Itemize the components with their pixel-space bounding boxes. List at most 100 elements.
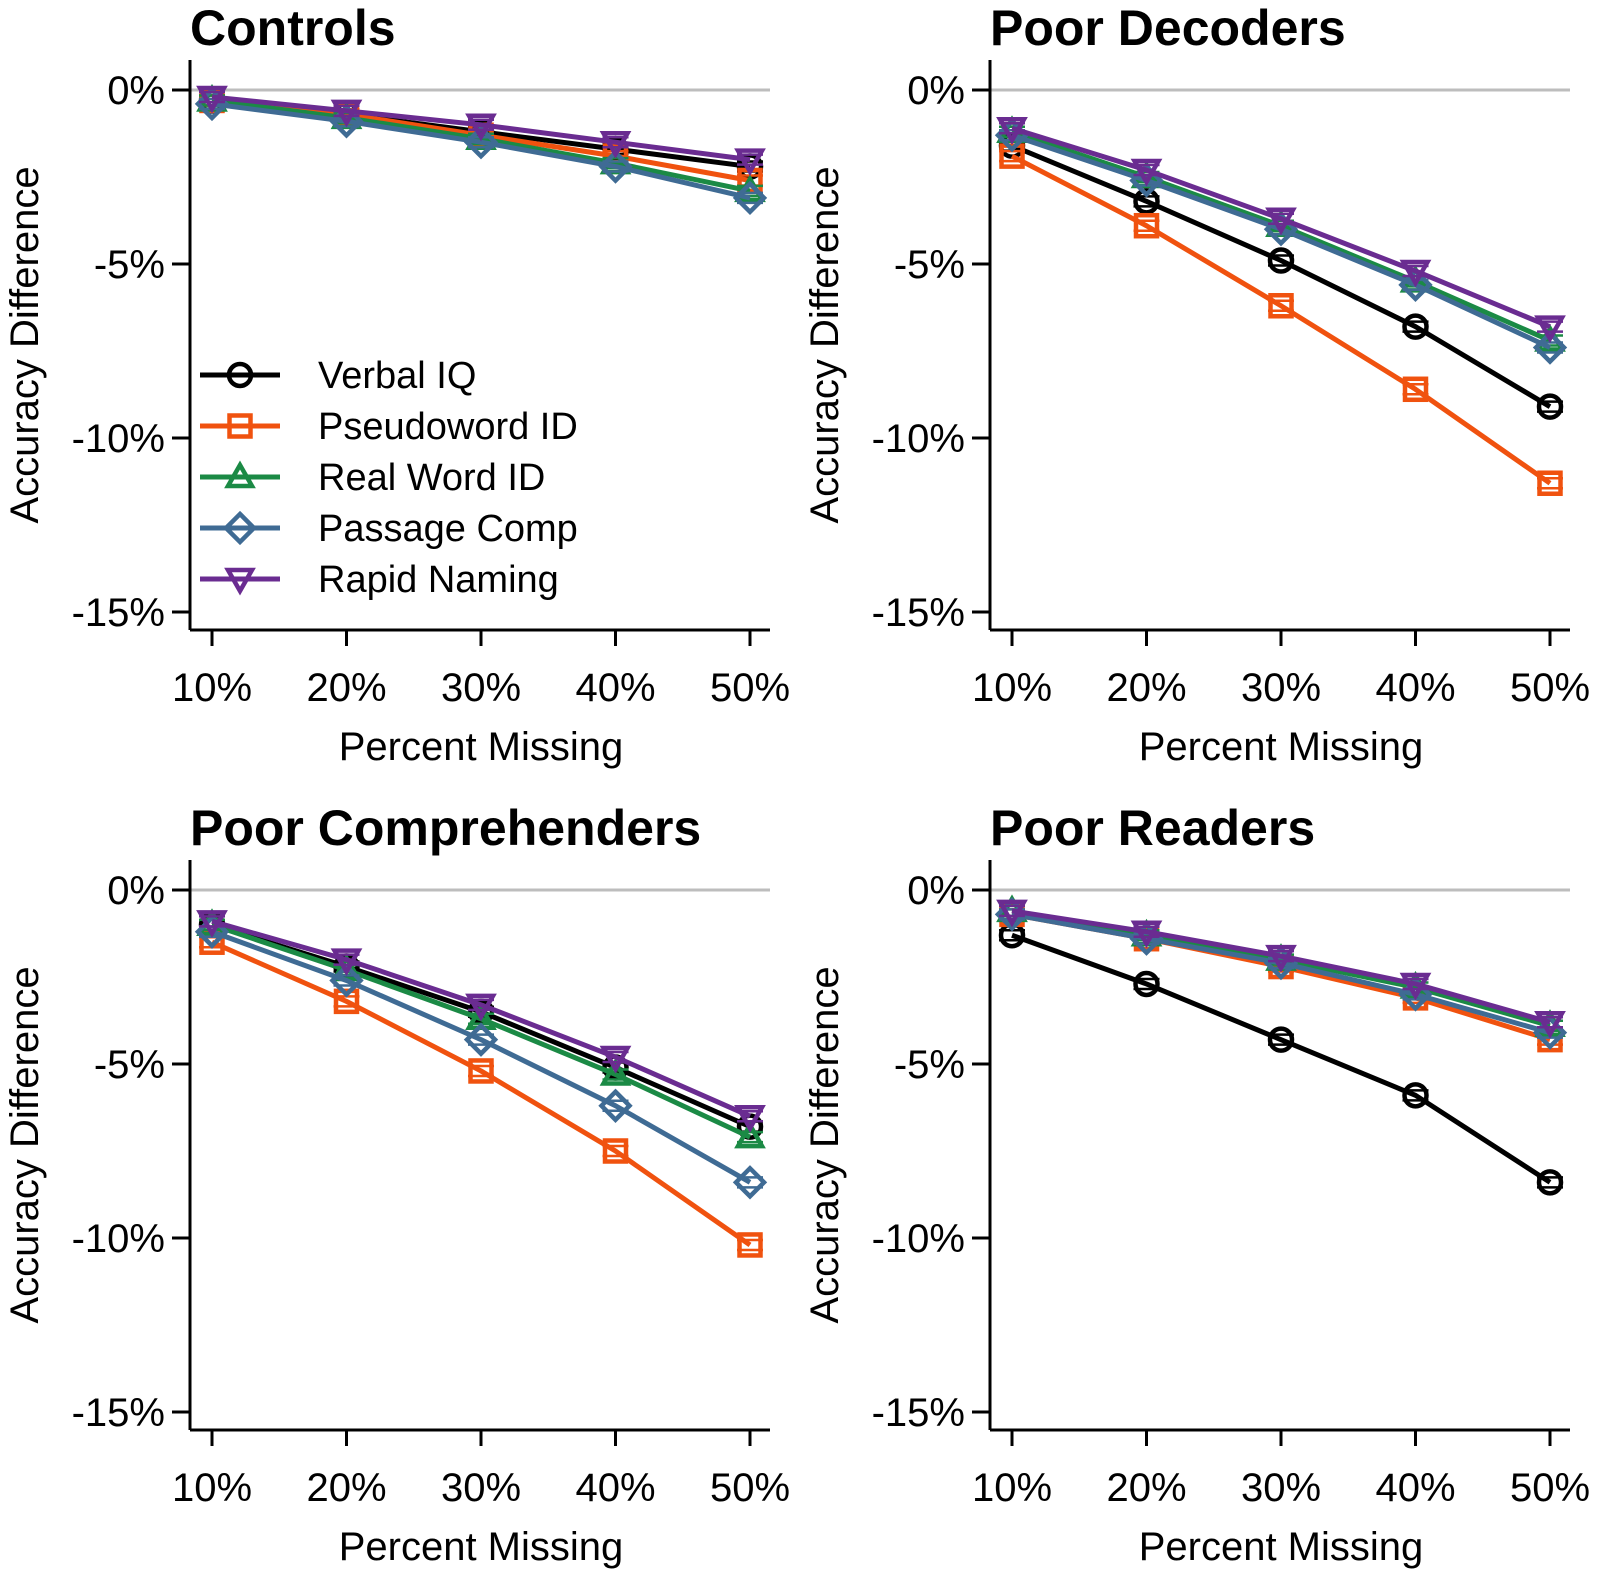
legend-item-verbal-iq: Verbal IQ <box>200 355 476 397</box>
x-axis-label: Percent Missing <box>1139 725 1424 769</box>
panel-title: Poor Decoders <box>990 0 1346 56</box>
x-tick-label: 10% <box>172 666 252 710</box>
data-point <box>196 910 228 938</box>
data-point <box>737 1232 763 1258</box>
y-tick-label: -10% <box>872 1217 965 1261</box>
y-tick-label: 0% <box>907 69 965 113</box>
y-tick-label: -15% <box>72 1391 165 1435</box>
data-point <box>599 1057 632 1086</box>
data-point <box>468 1058 494 1084</box>
legend-item-rapid-naming: Rapid Naming <box>200 559 559 601</box>
x-tick-label: 50% <box>1510 1466 1590 1510</box>
y-tick-label: 0% <box>107 869 165 913</box>
y-tick-label: -10% <box>872 417 965 461</box>
data-point <box>598 149 633 184</box>
data-point <box>329 963 364 998</box>
data-point <box>1532 330 1568 365</box>
panel-title: Controls <box>190 0 396 56</box>
panel-title: Poor Comprehenders <box>190 800 701 856</box>
data-point <box>598 1088 633 1123</box>
data-point <box>1402 313 1429 340</box>
data-point <box>1133 212 1160 239</box>
x-tick-label: 40% <box>1375 666 1455 710</box>
legend-item-real-word-id: Real Word ID <box>200 457 545 499</box>
data-point <box>1133 970 1160 998</box>
panel-controls: Controls 0% -5% -10% -15%10% 20% 30% 40% 50% Perc… <box>3 0 790 769</box>
data-point <box>1399 972 1432 1001</box>
y-tick-label: 0% <box>107 69 165 113</box>
series-line-passage-comp <box>1011 911 1551 1036</box>
legend-label: Rapid Naming <box>318 559 559 601</box>
series-line-verbal-iq <box>1011 932 1552 1185</box>
data-point <box>734 148 766 177</box>
x-tick-label: 10% <box>972 1466 1052 1510</box>
series-rapid-naming <box>196 85 766 177</box>
x-tick-label: 40% <box>575 1466 655 1510</box>
data-point <box>1402 1082 1429 1109</box>
y-tick-label: -5% <box>894 1043 965 1087</box>
data-point <box>1537 1026 1563 1053</box>
y-axis-label: Accuracy Difference <box>3 166 47 523</box>
legend-label: Passage Comp <box>318 508 578 550</box>
data-point <box>1536 393 1564 420</box>
data-point <box>1130 920 1163 949</box>
data-point <box>333 988 360 1015</box>
data-point <box>999 143 1025 169</box>
data-point <box>1398 267 1433 303</box>
data-point <box>1265 944 1297 973</box>
legend-marker <box>224 460 256 489</box>
x-tick-label: 20% <box>1106 666 1186 710</box>
panel-title: Poor Readers <box>990 800 1315 856</box>
data-point <box>1534 315 1566 344</box>
data-point <box>1537 470 1563 496</box>
series-real-word-id <box>196 908 766 1149</box>
x-tick-label: 20% <box>306 1466 386 1510</box>
series-line-rapid-naming <box>211 94 751 163</box>
data-point <box>463 1022 499 1057</box>
series-line-passage-comp <box>211 929 752 1185</box>
y-tick-label: -15% <box>72 591 165 635</box>
data-point <box>1130 158 1163 187</box>
series-passage-comp <box>194 914 768 1200</box>
panel-poor-readers: Poor Readers 0% -5% -10% -15%10% 20% 30% 40% 50%… <box>803 800 1590 1569</box>
x-tick-label: 30% <box>441 1466 521 1510</box>
y-tick-label: -15% <box>872 1391 965 1435</box>
y-tick-label: -10% <box>72 417 165 461</box>
y-tick-label: -5% <box>94 1043 165 1087</box>
y-tick-label: -10% <box>72 1217 165 1261</box>
y-tick-label: -5% <box>894 243 965 287</box>
legend-item-passage-comp: Passage Comp <box>200 508 578 550</box>
data-point <box>996 117 1028 145</box>
y-tick-label: 0% <box>907 869 965 913</box>
data-point <box>465 113 497 142</box>
data-point <box>1402 376 1429 403</box>
series-line-pseudoword-id <box>1010 153 1552 486</box>
y-axis-label: Accuracy Difference <box>3 966 47 1323</box>
series-rapid-naming <box>196 910 766 1133</box>
legend-marker <box>226 361 254 389</box>
data-point <box>196 85 228 114</box>
x-tick-label: 20% <box>306 666 386 710</box>
series-verbal-iq <box>998 132 1564 420</box>
series-line-real-word-id <box>211 922 752 1140</box>
data-point <box>1399 259 1432 288</box>
data-point <box>465 993 497 1022</box>
series-line-rapid-naming <box>211 918 752 1119</box>
data-point <box>599 130 632 159</box>
y-axis-label: Accuracy Difference <box>803 166 847 523</box>
data-point <box>330 948 363 977</box>
x-tick-label: 40% <box>1375 1466 1455 1510</box>
data-point <box>1265 207 1297 236</box>
x-axis-label: Percent Missing <box>339 1525 624 1569</box>
legend-marker <box>222 510 258 546</box>
y-axis-label: Accuracy Difference <box>803 966 847 1323</box>
x-tick-label: 10% <box>172 1466 252 1510</box>
x-tick-label: 20% <box>1106 1466 1186 1510</box>
data-point <box>602 1138 629 1164</box>
x-tick-label: 50% <box>710 666 790 710</box>
panel-poor-decoders: Poor Decoders 0% -5% -10% -15%10% 20% 30% 40% 50… <box>803 0 1590 769</box>
panel-poor-comprehenders: Poor Comprehenders 0% -5% -10% -15%10% 20% 30%… <box>3 800 790 1569</box>
x-axis-label: Percent Missing <box>339 725 624 769</box>
legend-marker <box>224 567 256 596</box>
